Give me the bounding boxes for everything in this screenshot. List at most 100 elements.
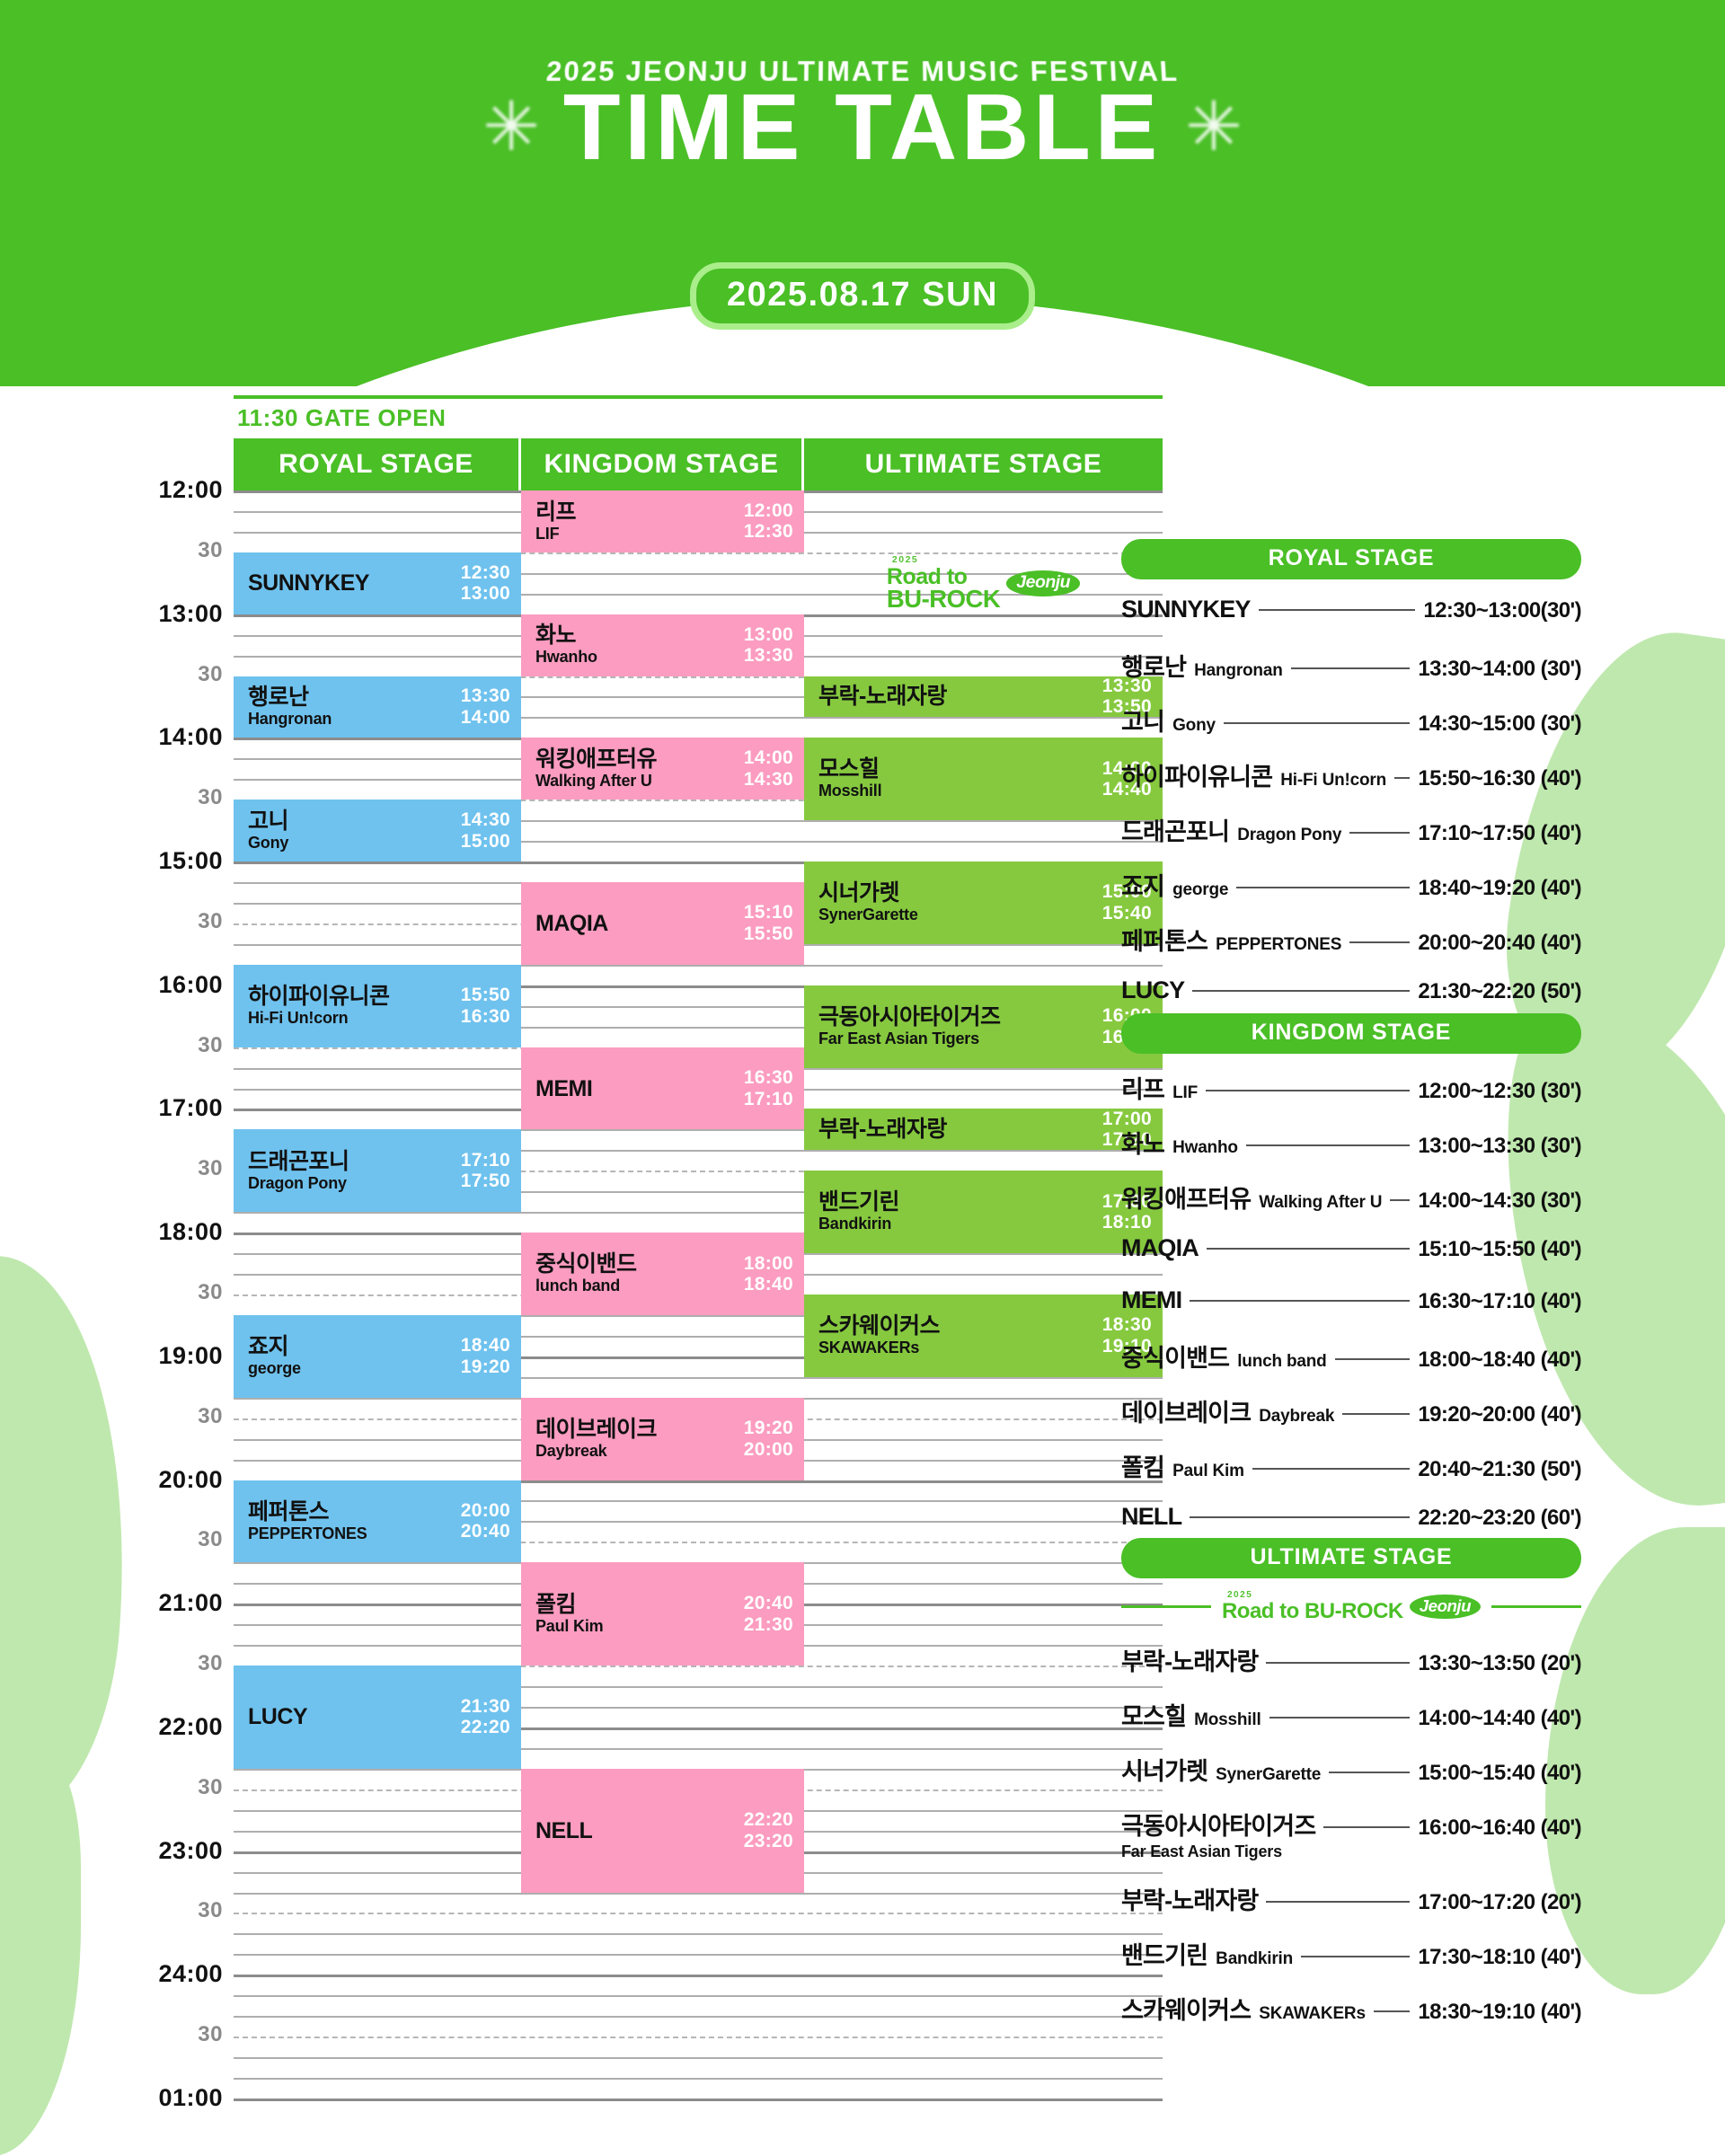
event-block[interactable]: 부락-노래자랑 13:30 13:50 xyxy=(804,676,1163,718)
event-time: 18:40 19:20 xyxy=(461,1335,510,1377)
lineup-row[interactable]: 부락-노래자랑 13:30~13:50 (20') xyxy=(1121,1642,1582,1677)
grid-line xyxy=(234,1892,1163,1895)
lineup-row[interactable]: SUNNYKEY 12:30~13:00(30') xyxy=(1121,596,1582,628)
time-axis-label: 30 xyxy=(198,1898,223,1923)
event-name-en: SynerGarette xyxy=(818,906,918,924)
lineup-row[interactable]: 부락-노래자랑 17:00~17:20 (20') xyxy=(1121,1881,1582,1916)
event-block[interactable]: 리프 LIF 12:00 12:30 xyxy=(521,490,804,552)
lineup-row[interactable]: 모스힐 Mosshill 14:00~14:40 (40') xyxy=(1121,1697,1582,1732)
event-block[interactable]: 페퍼톤스 PEPPERTONES 20:00 20:40 xyxy=(234,1480,521,1563)
event-names: 부락-노래자랑 xyxy=(818,1117,1102,1142)
event-time: 20:00 20:40 xyxy=(461,1500,510,1542)
event-names: MEMI xyxy=(535,1076,744,1101)
stage-header-row: ROYAL STAGE KINGDOM STAGE ULTIMATE STAGE xyxy=(234,438,1163,490)
lineup-row[interactable]: 하이파이유니콘 Hi-Fi Un!corn 15:50~16:30 (40') xyxy=(1121,757,1582,792)
lineup-name-stack: 고니 Gony xyxy=(1121,702,1216,738)
page-title: TIME TABLE xyxy=(562,75,1163,180)
grid-line xyxy=(234,1933,1163,1936)
lineup-row[interactable]: 화노 Hwanho 13:00~13:30 (30') xyxy=(1121,1125,1582,1160)
event-block[interactable]: MEMI 16:30 17:10 xyxy=(521,1047,804,1130)
event-end-time: 17:10 xyxy=(743,1088,793,1109)
lineup-row[interactable]: 행로난 Hangronan 13:30~14:00 (30') xyxy=(1121,648,1582,683)
event-name-en: Gony xyxy=(248,833,289,852)
poster-header: 2025 JEONJU ULTIMATE MUSIC FESTIVAL ✳ TI… xyxy=(0,0,1725,386)
lineup-name-kr: LUCY xyxy=(1121,976,1185,1003)
lineup-name-stack: MEMI xyxy=(1121,1286,1182,1314)
time-axis-label: 13:00 xyxy=(158,599,223,627)
event-block[interactable]: 폴킴 Paul Kim 20:40 21:30 xyxy=(521,1562,804,1666)
stage-header-ultimate: ULTIMATE STAGE xyxy=(804,438,1163,490)
lineup-name-line: 시너가렛 SynerGarette xyxy=(1121,1752,1321,1787)
event-names: 리프 LIF xyxy=(535,499,744,544)
lineup-name-stack: 죠지 george xyxy=(1121,867,1228,902)
event-block[interactable]: 고니 Gony 14:30 15:00 xyxy=(234,800,521,862)
event-time: 12:00 12:30 xyxy=(744,500,793,543)
lineup-row[interactable]: 시너가렛 SynerGarette 15:00~15:40 (40') xyxy=(1121,1752,1582,1787)
event-name-kr: 스카웨이커스 xyxy=(818,1313,941,1339)
event-block[interactable]: 화노 Hwanho 13:00 13:30 xyxy=(521,614,804,676)
grid-line xyxy=(234,1500,1163,1503)
time-axis-label: 15:00 xyxy=(158,847,223,875)
lineup-name-kr: SUNNYKEY xyxy=(1121,596,1251,623)
event-time: 14:00 14:40 xyxy=(1102,758,1152,800)
lineup-name-en: Dragon Pony xyxy=(1237,826,1342,844)
lineup-time: 19:20~20:00 (40') xyxy=(1418,1402,1581,1427)
event-block[interactable]: 데이브레이크 Daybreak 19:20 20:00 xyxy=(521,1397,804,1480)
burock-logo-grid: 2025 Road to BU-ROCK Jeonju xyxy=(887,555,1081,611)
event-block[interactable]: SUNNYKEY 12:30 13:00 xyxy=(234,552,521,614)
stage-header-kingdom: KINGDOM STAGE xyxy=(521,438,804,490)
grid-line xyxy=(234,572,1163,575)
event-block[interactable]: 드래곤포니 Dragon Pony 17:10 17:50 xyxy=(234,1129,521,1213)
grid-line xyxy=(234,1005,1163,1008)
event-block[interactable]: 부락-노래자랑 17:00 17:20 xyxy=(804,1109,1163,1151)
lineup-row[interactable]: MEMI 16:30~17:10 (40') xyxy=(1121,1286,1582,1319)
lineup-row[interactable]: 폴킴 Paul Kim 20:40~21:30 (50') xyxy=(1121,1448,1582,1483)
lineup-row[interactable]: 드래곤포니 Dragon Pony 17:10~17:50 (40') xyxy=(1121,812,1582,847)
event-block[interactable]: LUCY 21:30 22:20 xyxy=(234,1666,521,1769)
event-block[interactable]: 중식이밴드 lunch band 18:00 18:40 xyxy=(521,1233,804,1315)
event-name-en: Daybreak xyxy=(535,1441,607,1460)
lineup-row[interactable]: 중식이밴드 lunch band 18:00~18:40 (40') xyxy=(1121,1339,1582,1374)
event-block[interactable]: NELL 22:20 23:20 xyxy=(521,1768,804,1893)
lineup-name-stack: SUNNYKEY xyxy=(1121,596,1251,623)
grid-line xyxy=(234,1212,1163,1215)
event-block[interactable]: MAQIA 15:10 15:50 xyxy=(521,882,804,965)
event-block[interactable]: 행로난 Hangronan 13:30 14:00 xyxy=(234,676,521,738)
event-block[interactable]: 하이파이유니콘 Hi-Fi Un!corn 15:50 16:30 xyxy=(234,964,521,1047)
event-name-en: george xyxy=(248,1359,301,1378)
lineup-leader-line xyxy=(1329,1772,1411,1774)
event-end-time: 15:00 xyxy=(460,830,510,852)
grid-line xyxy=(234,1913,1163,1915)
event-block[interactable]: 죠지 george 18:40 19:20 xyxy=(234,1314,521,1398)
lineup-time: 13:00~13:30 (30') xyxy=(1418,1134,1581,1158)
lineup-row[interactable]: 밴드기린 Bandkirin 17:30~18:10 (40') xyxy=(1121,1936,1582,1971)
lineup-name-kr: 죠지 xyxy=(1121,873,1165,900)
lineup-row[interactable]: 워킹애프터유 Walking After U 14:00~14:30 (30') xyxy=(1121,1180,1582,1215)
lineup-row[interactable]: 고니 Gony 14:30~15:00 (30') xyxy=(1121,702,1582,738)
lineup-row[interactable]: NELL 22:20~23:20 (60') xyxy=(1121,1503,1582,1535)
lineup-row[interactable]: MAQIA 15:10~15:50 (40') xyxy=(1121,1234,1582,1267)
event-end-time: 13:50 xyxy=(1101,696,1152,718)
lineup-row[interactable]: 리프 LIF 12:00~12:30 (30') xyxy=(1121,1070,1582,1105)
lineup-row[interactable]: 극동아시아타이거즈 Far East Asian Tigers 16:00~16:4… xyxy=(1121,1807,1582,1861)
event-end-time: 14:30 xyxy=(743,768,793,790)
grid-line xyxy=(234,696,1163,699)
time-axis-label: 30 xyxy=(198,2022,223,2047)
lineup-name-kr: MEMI xyxy=(1121,1286,1182,1313)
lineup-row[interactable]: 죠지 george 18:40~19:20 (40') xyxy=(1121,867,1582,902)
lineup-name-en: Mosshill xyxy=(1194,1710,1261,1730)
event-block[interactable]: 스카웨이커스 SKAWAKERs 18:30 19:10 xyxy=(804,1294,1163,1377)
lineup-row[interactable]: 데이브레이크 Daybreak 19:20~20:00 (40') xyxy=(1121,1393,1582,1428)
lineup-leader-line xyxy=(1266,1662,1411,1665)
lineup-row[interactable]: 페퍼톤스 PEPPERTONES 20:00~20:40 (40') xyxy=(1121,922,1582,957)
event-block[interactable]: 워킹애프터유 Walking After U 14:00 14:30 xyxy=(521,738,804,800)
time-axis-label: 30 xyxy=(198,1774,223,1799)
lineup-row[interactable]: LUCY 21:30~22:20 (50') xyxy=(1121,976,1582,1009)
lineup-row[interactable]: 스카웨이커스 SKAWAKERs 18:30~19:10 (40') xyxy=(1121,1991,1582,2026)
event-block[interactable]: 시너가렛 SynerGarette 15:00 15:40 xyxy=(804,862,1163,944)
grid-line xyxy=(234,1686,1163,1689)
event-block[interactable]: 밴드기린 Bandkirin 17:30 18:10 xyxy=(804,1171,1163,1254)
event-block[interactable]: 모스힐 Mosshill 14:00 14:40 xyxy=(804,738,1163,821)
lineup-name-line: 폴킴 Paul Kim xyxy=(1121,1448,1244,1483)
